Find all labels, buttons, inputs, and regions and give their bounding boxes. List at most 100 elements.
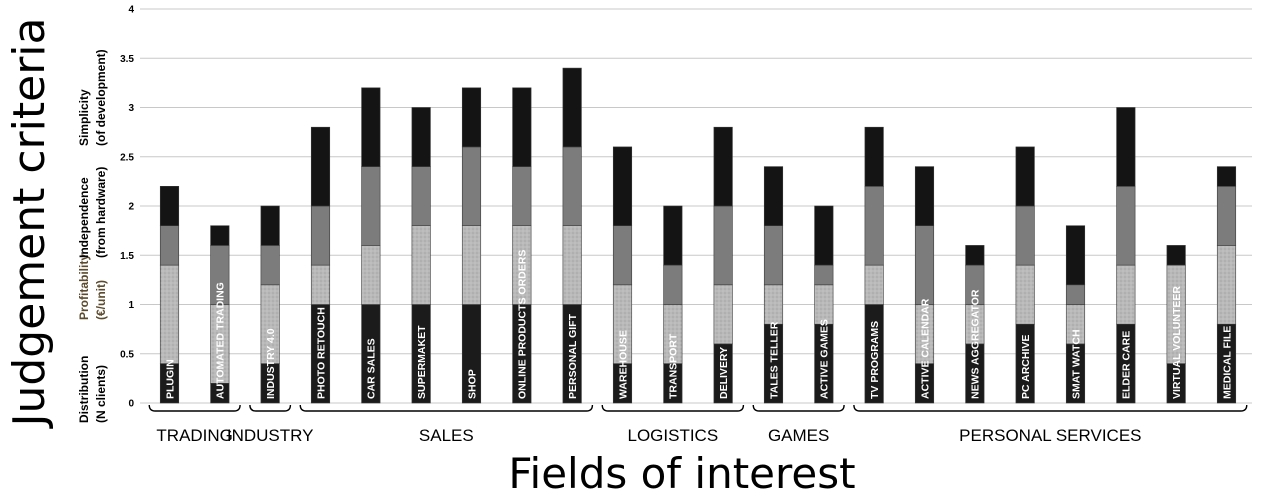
bar-segment-independence (512, 166, 532, 227)
group-bracket (752, 404, 845, 412)
bar-segment-profitability (1116, 264, 1136, 325)
legend-sublabel: (€/unit) (94, 280, 108, 320)
bar-category-label: INDUSTRY 4.0 (265, 328, 277, 399)
legend-label: Distribution (77, 356, 91, 423)
bars (159, 67, 1237, 404)
bar-category-label: TRANSPORT (668, 333, 680, 399)
bar-segment-profitability (763, 284, 784, 325)
y-tick-label: 0 (128, 399, 134, 410)
bar-segment-independence (763, 225, 784, 286)
bar-segment-profitability (864, 264, 884, 305)
bar-segment-simplicity (663, 205, 683, 266)
bar-segment-simplicity (1065, 225, 1086, 286)
bar-labels: PLUGIN AUTOMATED TRADING INDUSTRY 4.0 PHOTO… (164, 250, 1233, 399)
bar-category-label: PHOTO RETOUCH (315, 307, 327, 399)
y-tick-label: 2 (128, 202, 134, 213)
bar-segment-profitability (562, 225, 582, 305)
bar-segment-independence (159, 225, 180, 266)
bar-segment-independence (814, 264, 834, 286)
y-tick-label: 4 (128, 5, 134, 16)
x-axis-title: Fields of interest (508, 449, 855, 498)
bar-segment-profitability (159, 264, 180, 364)
group-bracket (299, 404, 594, 412)
y-axis-title: Judgement criteria (4, 18, 55, 430)
bar-segment-simplicity (814, 205, 834, 266)
bar-segment-simplicity (562, 67, 582, 148)
bar-category-label: SUPERMAKET (416, 325, 428, 399)
bar-segment-independence (713, 205, 733, 286)
y-tick-labels: 0 0.5 1 1.5 2 2.5 3 3.5 4 (120, 5, 134, 410)
bar-segment-independence (1216, 186, 1237, 246)
group-label: LOGISTICS (627, 426, 718, 445)
group-label: SALES (419, 426, 474, 445)
bar-segment-independence (914, 225, 935, 305)
bar-segment-simplicity (763, 166, 784, 227)
bar-segment-simplicity (612, 146, 633, 226)
y-tick-label: 3.5 (120, 54, 134, 65)
bar-category-label: ELDER CARE (1121, 331, 1133, 399)
bar-category-label: MEDICAL FILE (1221, 326, 1233, 399)
bar-segment-simplicity (864, 126, 884, 187)
bar-segment-simplicity (512, 87, 532, 167)
group-bracket (249, 404, 292, 412)
bar-segment-simplicity (461, 87, 482, 148)
bar-category-label: TV PROGRAMS (869, 321, 881, 399)
bar-category-label: DELIVERY (718, 347, 730, 399)
group-label: INDUSTRY (227, 426, 314, 445)
bar-category-label: PC ARCHIVE (1020, 335, 1032, 399)
bar-segment-profitability (1015, 264, 1035, 325)
bar-segment-profitability (461, 225, 482, 305)
legend-sublabel: (from hardware) (94, 167, 108, 258)
bar-segment-independence (310, 205, 331, 266)
bar-segment-simplicity (1216, 166, 1237, 187)
group-bracket (148, 404, 241, 412)
bar-segment-independence (864, 186, 884, 266)
legend-label: Independence (77, 177, 91, 258)
bar-segment-independence (562, 146, 582, 226)
bar-category-label: ACTIVE GAMES (819, 319, 831, 399)
group-label: TRADING (156, 426, 233, 445)
bar-segment-profitability (1216, 245, 1237, 325)
bar-segment-independence (361, 166, 381, 246)
bar-segment-independence (260, 245, 280, 286)
bar-segment-simplicity (260, 205, 280, 246)
bar-segment-profitability (361, 245, 381, 305)
grid-lines (140, 8, 1252, 404)
bar-segment-simplicity (210, 225, 230, 246)
bar-segment-simplicity (310, 126, 331, 207)
bar-category-label: SHOP (466, 369, 478, 399)
bar-segment-profitability (814, 284, 834, 325)
bar-category-label: PERSONAL GIFT (567, 313, 579, 399)
group-label: PERSONAL SERVICES (959, 426, 1141, 445)
legend-sublabel: (N clients) (94, 365, 108, 423)
y-tick-label: 0.5 (120, 349, 134, 360)
bar-segment-simplicity (1015, 146, 1035, 207)
group-bracket (601, 404, 745, 412)
bar-category-label: VIRTUAL VOLUNTEER (1171, 286, 1183, 399)
group-bracket (853, 404, 1248, 412)
y-tick-label: 1.5 (120, 251, 134, 262)
bar-segment-independence (663, 264, 683, 305)
bar-segment-independence (461, 146, 482, 226)
bar-segment-independence (612, 225, 633, 286)
bar-segment-profitability (310, 264, 331, 305)
bar-category-label: SMAT WATCH (1070, 329, 1082, 399)
y-tick-label: 2.5 (120, 152, 134, 163)
bar-segment-independence (1065, 284, 1086, 305)
bar-segment-simplicity (1116, 107, 1136, 187)
bar-segment-simplicity (361, 87, 381, 167)
bar-category-label: CAR SALES (366, 338, 378, 399)
bar-segment-profitability (411, 225, 431, 305)
bar-segment-simplicity (965, 245, 985, 266)
legend-sublabel: (of development) (94, 49, 108, 146)
legend: Distribution (N clients) Profitability (€/u… (77, 49, 108, 423)
bar-segment-simplicity (914, 166, 935, 227)
bar-category-label: NEWS AGGREGATOR (970, 289, 982, 399)
bar-category-label: AUTOMATED TRADING (215, 282, 227, 399)
bar-category-label: TALES TELLER (768, 321, 780, 399)
legend-label: Simplicity (77, 89, 91, 146)
y-tick-label: 3 (128, 103, 134, 114)
bar-segment-simplicity (1166, 245, 1186, 266)
